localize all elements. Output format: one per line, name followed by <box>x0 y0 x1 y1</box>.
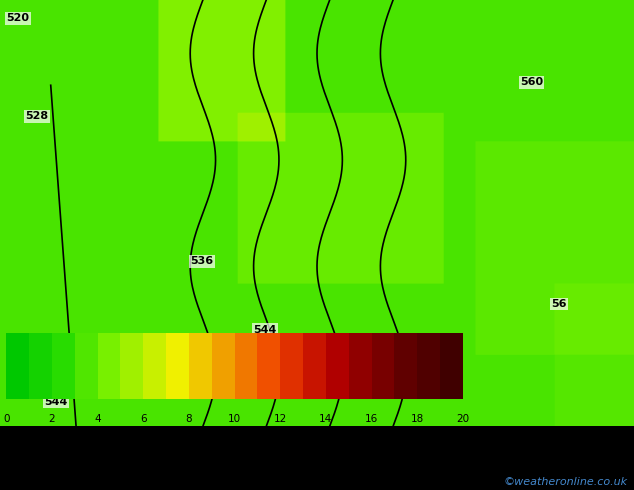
Bar <box>189 333 212 399</box>
Text: 528: 528 <box>25 111 48 122</box>
Text: 14: 14 <box>320 414 332 424</box>
Bar <box>143 333 166 399</box>
Text: 4: 4 <box>94 414 101 424</box>
Bar <box>280 333 303 399</box>
Text: 520: 520 <box>6 13 29 24</box>
Bar <box>303 333 326 399</box>
Text: 560: 560 <box>520 77 543 87</box>
Bar <box>75 333 98 399</box>
Text: 8: 8 <box>186 414 192 424</box>
Text: Height 500 hPa Spread mean+σ [gpdm] ECMWF   We 05-06-2024 18:00 UTC (12+54): Height 500 hPa Spread mean+σ [gpdm] ECMW… <box>6 429 569 442</box>
Text: 544: 544 <box>254 324 277 335</box>
Text: 12: 12 <box>274 414 287 424</box>
Bar <box>98 333 120 399</box>
Bar <box>394 333 417 399</box>
Text: 10: 10 <box>228 414 241 424</box>
Bar <box>52 333 75 399</box>
Text: 16: 16 <box>365 414 378 424</box>
Bar <box>417 333 440 399</box>
Text: 544: 544 <box>44 397 68 407</box>
Text: 2: 2 <box>49 414 55 424</box>
Text: 20: 20 <box>456 414 469 424</box>
Bar <box>326 333 349 399</box>
Bar <box>257 333 280 399</box>
Bar <box>372 333 394 399</box>
Text: 6: 6 <box>140 414 146 424</box>
Bar <box>29 333 52 399</box>
Text: 18: 18 <box>411 414 424 424</box>
Bar <box>349 333 372 399</box>
Text: 0: 0 <box>3 414 10 424</box>
Bar <box>120 333 143 399</box>
Bar <box>166 333 189 399</box>
Bar <box>6 333 29 399</box>
Bar <box>440 333 463 399</box>
Text: 56: 56 <box>552 299 567 309</box>
Text: 536: 536 <box>190 256 213 266</box>
Bar <box>212 333 235 399</box>
Text: ©weatheronline.co.uk: ©weatheronline.co.uk <box>503 477 628 487</box>
Bar <box>235 333 257 399</box>
